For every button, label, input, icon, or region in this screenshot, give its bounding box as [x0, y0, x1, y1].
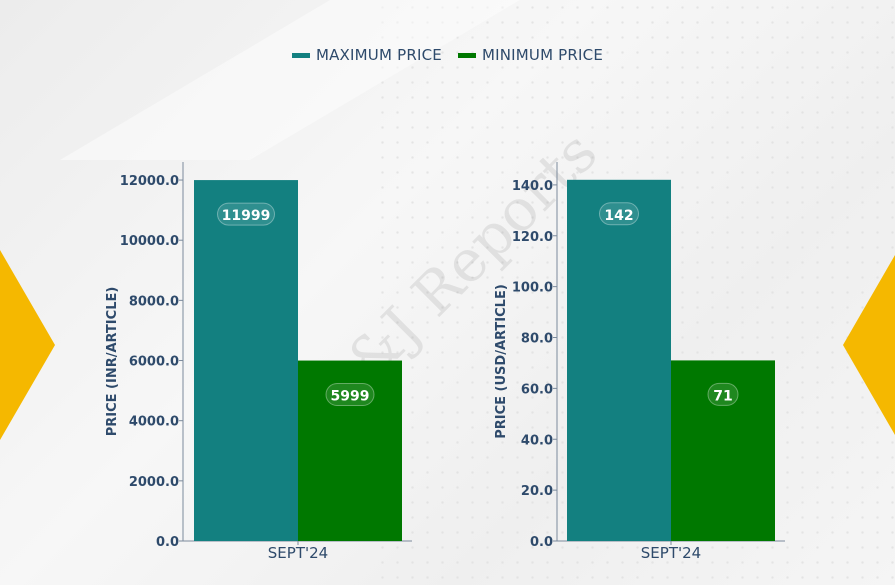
chart-1-y-tick-label: 0.0: [156, 535, 179, 550]
legend-swatch-min: [457, 52, 476, 58]
chart-2-y-tick-label: 60.0: [521, 382, 553, 397]
chart-2-y-tick-label: 20.0: [521, 484, 553, 499]
chart-1-data-label-bg: [217, 202, 275, 226]
legend-item-min: MINIMUM PRICE: [457, 46, 604, 64]
chart-2-y-tick-label: 100.0: [512, 281, 553, 296]
chart-1-y-tick-label: 8000.0: [129, 294, 179, 309]
legend-item-max: MAXIMUM PRICE: [291, 46, 442, 64]
chart-2-y-tick-label: 40.0: [521, 433, 553, 448]
chart-1-x-tick-label: SEPT'24: [268, 544, 328, 562]
light-band-decoration: [60, 0, 520, 160]
chart-2-data-label: 71: [713, 388, 732, 404]
chart-2-bar-max: [567, 179, 671, 542]
legend-swatch-max: [291, 52, 310, 58]
chart-1-y-tick-label: 4000.0: [129, 415, 179, 430]
chart-1-data-label: 11999: [222, 208, 271, 224]
chart-2-x-tick-label: SEPT'24: [641, 544, 701, 562]
chart-1-y-tick-label: 6000.0: [129, 355, 179, 370]
chart-1-y-tick-label: 12000.0: [120, 174, 179, 189]
chart-2-data-label: 142: [604, 208, 633, 224]
chart-2-y-axis-label: PRICE (USD/ARTICLE): [494, 284, 509, 439]
chart-legend: MAXIMUM PRICE MINIMUM PRICE: [0, 46, 895, 64]
legend-label-max: MAXIMUM PRICE: [315, 46, 442, 64]
legend-label-min: MINIMUM PRICE: [481, 46, 604, 64]
chart-2-data-label-bg: [599, 202, 639, 226]
chart-2-y-tick-label: 0.0: [530, 535, 553, 550]
chart-2-y-tick-label: 80.0: [521, 332, 553, 347]
chart-1-bar-min: [298, 360, 402, 541]
chart-2-bar-min: [671, 360, 775, 541]
chart-1-y-axis-label: PRICE (INR/ARTICLE): [105, 287, 120, 437]
chart-1-bar-max: [194, 180, 298, 541]
chart-1-y-tick-label: 10000.0: [120, 234, 179, 249]
left-arrow-decoration: [0, 250, 55, 440]
chart-1-data-label: 5999: [331, 389, 370, 405]
chart-1-y-tick-label: 2000.0: [129, 475, 179, 490]
right-arrow-decoration: [843, 255, 895, 435]
chart-1-data-label-bg: [325, 383, 375, 407]
chart-2-y-tick-label: 140.0: [512, 179, 553, 194]
chart-2-data-label-bg: [707, 382, 739, 406]
chart-2-y-tick-label: 120.0: [512, 230, 553, 245]
